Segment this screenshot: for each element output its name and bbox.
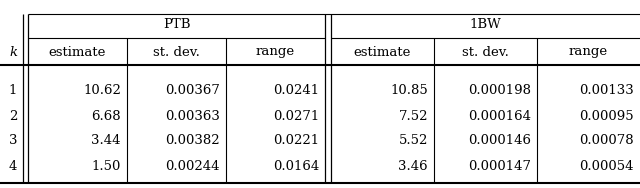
- Text: 1BW: 1BW: [470, 18, 501, 32]
- Text: st. dev.: st. dev.: [462, 45, 509, 58]
- Text: range: range: [256, 45, 295, 58]
- Text: 1: 1: [9, 83, 17, 96]
- Text: 2: 2: [9, 109, 17, 123]
- Text: 0.00054: 0.00054: [579, 159, 634, 173]
- Text: 0.00095: 0.00095: [579, 109, 634, 123]
- Text: 0.000146: 0.000146: [468, 134, 531, 148]
- Text: 5.52: 5.52: [399, 134, 428, 148]
- Text: st. dev.: st. dev.: [153, 45, 200, 58]
- Text: estimate: estimate: [49, 45, 106, 58]
- Text: 0.000198: 0.000198: [468, 83, 531, 96]
- Text: 0.00382: 0.00382: [165, 134, 220, 148]
- Text: 0.0271: 0.0271: [273, 109, 319, 123]
- Text: 0.0241: 0.0241: [273, 83, 319, 96]
- Text: 0.0164: 0.0164: [273, 159, 319, 173]
- Text: 3: 3: [9, 134, 17, 148]
- Text: PTB: PTB: [163, 18, 190, 32]
- Text: 10.62: 10.62: [83, 83, 121, 96]
- Text: estimate: estimate: [354, 45, 411, 58]
- Text: 6.68: 6.68: [92, 109, 121, 123]
- Text: range: range: [569, 45, 608, 58]
- Text: 0.0221: 0.0221: [273, 134, 319, 148]
- Text: 4: 4: [9, 159, 17, 173]
- Text: 0.00367: 0.00367: [165, 83, 220, 96]
- Text: 10.85: 10.85: [390, 83, 428, 96]
- Text: 0.000147: 0.000147: [468, 159, 531, 173]
- Text: k: k: [9, 45, 17, 58]
- Text: 3.44: 3.44: [92, 134, 121, 148]
- Text: 1.50: 1.50: [92, 159, 121, 173]
- Text: 0.000164: 0.000164: [468, 109, 531, 123]
- Text: 0.00133: 0.00133: [579, 83, 634, 96]
- Text: 0.00078: 0.00078: [579, 134, 634, 148]
- Text: 3.46: 3.46: [398, 159, 428, 173]
- Text: 0.00363: 0.00363: [165, 109, 220, 123]
- Text: 7.52: 7.52: [399, 109, 428, 123]
- Text: 0.00244: 0.00244: [166, 159, 220, 173]
